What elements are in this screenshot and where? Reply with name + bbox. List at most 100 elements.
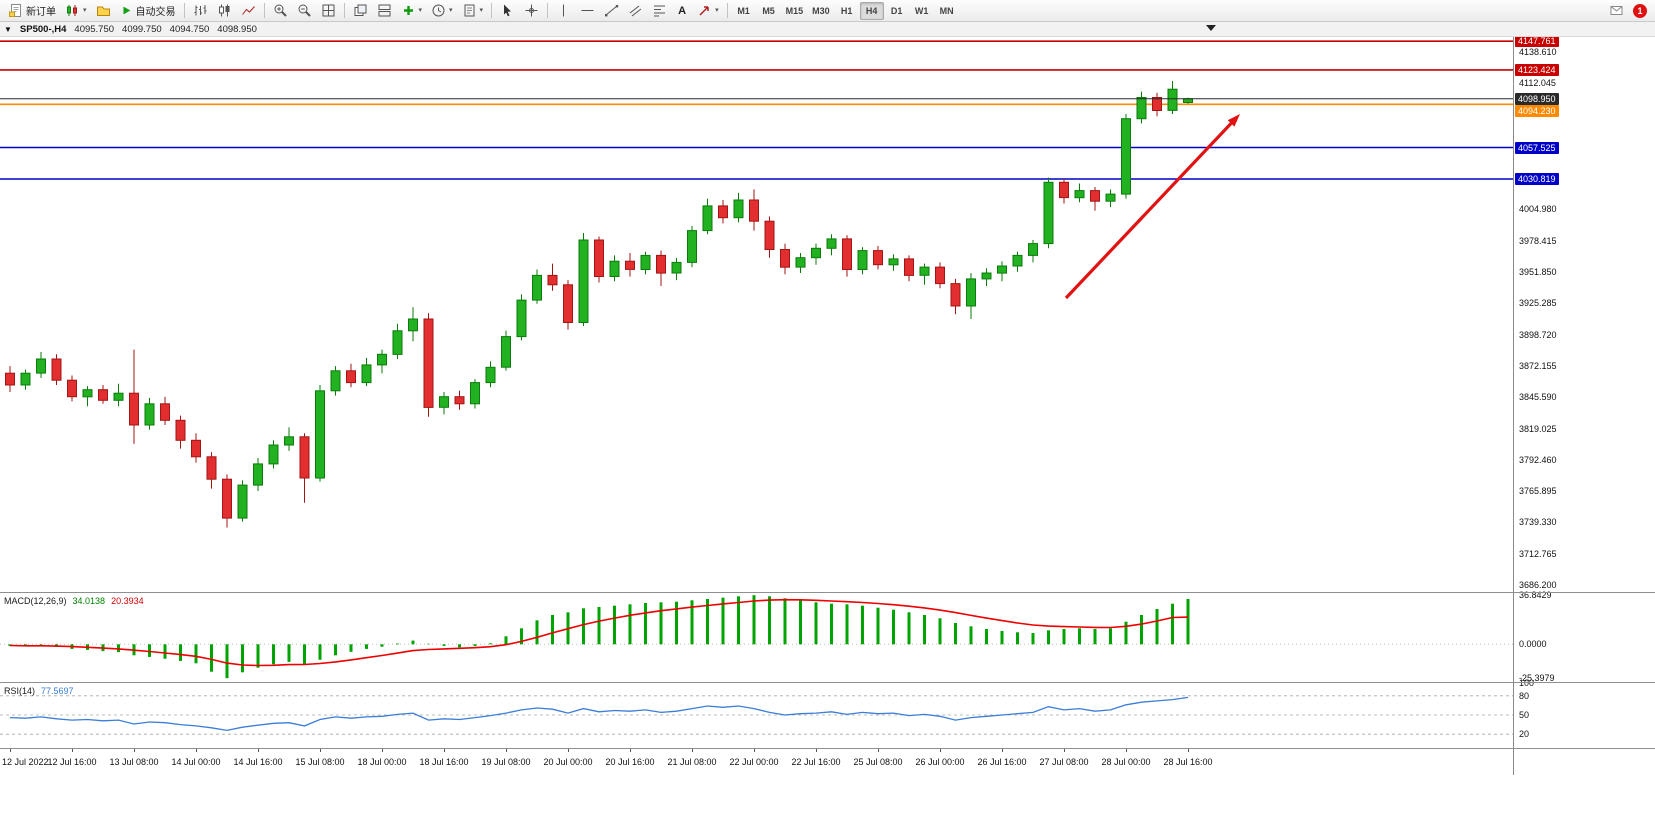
time-tick (506, 748, 507, 752)
channel-tool-button[interactable] (624, 2, 647, 20)
charts-window-button[interactable]: ▾ (61, 2, 91, 20)
macd-svg (0, 595, 1513, 679)
profiles-button[interactable] (92, 2, 115, 20)
panel-separator[interactable] (0, 592, 1655, 593)
ohlc-high: 4099.750 (122, 23, 162, 35)
time-tick (940, 748, 941, 752)
cursor-tool-button[interactable] (496, 2, 519, 20)
price-tick-label: 3792.460 (1519, 454, 1557, 465)
cascade-windows-button[interactable] (349, 2, 372, 20)
indicators-button[interactable]: ▾ (397, 2, 427, 20)
main-chart-svg (0, 40, 1513, 528)
panel-separator[interactable] (0, 682, 1655, 683)
time-tick (754, 748, 755, 752)
vertical-line-tool-button[interactable] (552, 2, 575, 20)
arrow-object-icon (697, 3, 712, 18)
crosshair-icon (525, 4, 538, 17)
time-axis-label: 12 Jul 16:00 (47, 757, 97, 767)
rsi-panel[interactable] (0, 683, 1513, 747)
time-tick (878, 748, 879, 752)
horizontal-line-tool-button[interactable] (576, 2, 599, 20)
timeframe-m1-button[interactable]: M1 (732, 2, 756, 20)
time-axis-label: 13 Jul 08:00 (109, 757, 159, 767)
time-axis-label: 18 Jul 16:00 (419, 757, 469, 767)
add-indicator-plus-icon (403, 6, 413, 15)
time-tick (382, 748, 383, 752)
zoom-in-button[interactable] (269, 2, 292, 20)
rsi-indicator-label: RSI(14) 77.5697 (4, 686, 74, 696)
price-line-badge: 4094.230 (1515, 105, 1559, 118)
clock-icon (431, 3, 446, 18)
new-order-button[interactable]: 新订单 (4, 2, 60, 20)
one-click-trading-collapse-button[interactable]: ▼ (4, 24, 12, 34)
horizontal-line-icon (580, 3, 595, 18)
timeframe-group: M1 M5 M15 M30 H1 H4 D1 W1 MN (732, 1, 959, 20)
candlestick-chart-icon (217, 3, 230, 18)
chart-window-caret-icon: ▾ (83, 7, 87, 14)
zoom-out-button[interactable] (293, 2, 316, 20)
price-tick-label: 3898.720 (1519, 329, 1557, 340)
auto-trading-button[interactable]: 自动交易 (116, 2, 180, 20)
line-chart-mode-button[interactable] (237, 2, 260, 20)
macd-panel[interactable] (0, 593, 1513, 681)
chart-window-icon (65, 3, 80, 18)
price-tick-label: 4004.980 (1519, 204, 1557, 215)
bar-chart-icon (193, 3, 208, 18)
time-axis-label: 26 Jul 00:00 (915, 757, 965, 767)
trendline-tool-button[interactable] (600, 2, 623, 20)
timeframe-h1-button[interactable]: H1 (835, 2, 859, 20)
price-line-badge: 4098.950 (1515, 92, 1559, 105)
timeframe-m30-button[interactable]: M30 (808, 2, 834, 20)
arrange-windows-button[interactable] (373, 2, 396, 20)
crosshair-tool-button[interactable] (520, 2, 543, 20)
chart-shift-marker[interactable] (1206, 25, 1216, 31)
candlestick-mode-button[interactable] (213, 2, 236, 20)
main-chart-plot[interactable] (0, 22, 1513, 592)
time-tick (72, 748, 73, 752)
mail-icon (1609, 3, 1624, 18)
ohlc-open: 4095.750 (74, 23, 115, 35)
tile-windows-button[interactable] (317, 2, 340, 20)
toolbar-separator (491, 3, 493, 18)
templates-button[interactable]: ▾ (458, 2, 488, 20)
time-axis-label: 27 Jul 08:00 (1039, 757, 1089, 767)
notifications-button[interactable]: 1 (1629, 2, 1651, 20)
price-line-badge: 4147.761 (1515, 35, 1559, 48)
timeframe-m5-button[interactable]: M5 (757, 2, 781, 20)
time-axis-label: 28 Jul 16:00 (1163, 757, 1213, 767)
toolbar-separator (343, 3, 345, 18)
time-axis-label: 14 Jul 16:00 (233, 757, 283, 767)
time-tick (134, 748, 135, 752)
text-tool-button[interactable]: A (672, 2, 692, 20)
price-line-badge: 4030.819 (1515, 172, 1559, 185)
time-axis-label: 14 Jul 00:00 (171, 757, 221, 767)
price-tick-label: 3872.155 (1519, 360, 1557, 371)
arrows-tool-button[interactable]: ▾ (693, 2, 723, 20)
time-axis-label: 19 Jul 08:00 (481, 757, 531, 767)
bar-chart-mode-button[interactable] (189, 2, 212, 20)
rsi-line (9, 696, 1189, 732)
price-tick-label: 4112.045 (1519, 78, 1556, 89)
timeframe-w1-button[interactable]: W1 (910, 2, 934, 20)
price-tick-label: 3819.025 (1519, 423, 1557, 434)
price-tick-label: 3765.895 (1519, 486, 1557, 497)
fibonacci-tool-button[interactable] (648, 2, 671, 20)
time-axis[interactable]: 12 Jul 2022 12 Jul 16:00 13 Jul 08:00 14 Ju… (0, 748, 1513, 775)
channel-icon (628, 3, 643, 18)
ohlc-low: 4094.750 (169, 23, 210, 35)
line-chart-icon (241, 3, 256, 18)
auto-trading-play-icon (122, 6, 130, 15)
timeframe-h4-button[interactable]: H4 (859, 1, 884, 20)
timeframe-mn-button[interactable]: MN (935, 2, 959, 20)
macd-signal-line (9, 598, 1189, 667)
timeframe-m15-button[interactable]: M15 (782, 2, 808, 20)
timeframe-d1-button[interactable]: D1 (885, 2, 909, 20)
mail-button[interactable] (1605, 2, 1628, 20)
price-scale[interactable]: 4138.610 4112.045 4004.980 3978.415 3951.850… (1513, 22, 1655, 775)
time-axis-label: 20 Jul 16:00 (605, 757, 655, 767)
macd-name: MACD(12,26,9) (4, 596, 67, 606)
price-line-badge: 4057.525 (1515, 141, 1559, 154)
auto-trading-label: 自动交易 (135, 7, 176, 18)
periods-button[interactable]: ▾ (427, 2, 457, 20)
rsi-svg (0, 695, 1513, 735)
